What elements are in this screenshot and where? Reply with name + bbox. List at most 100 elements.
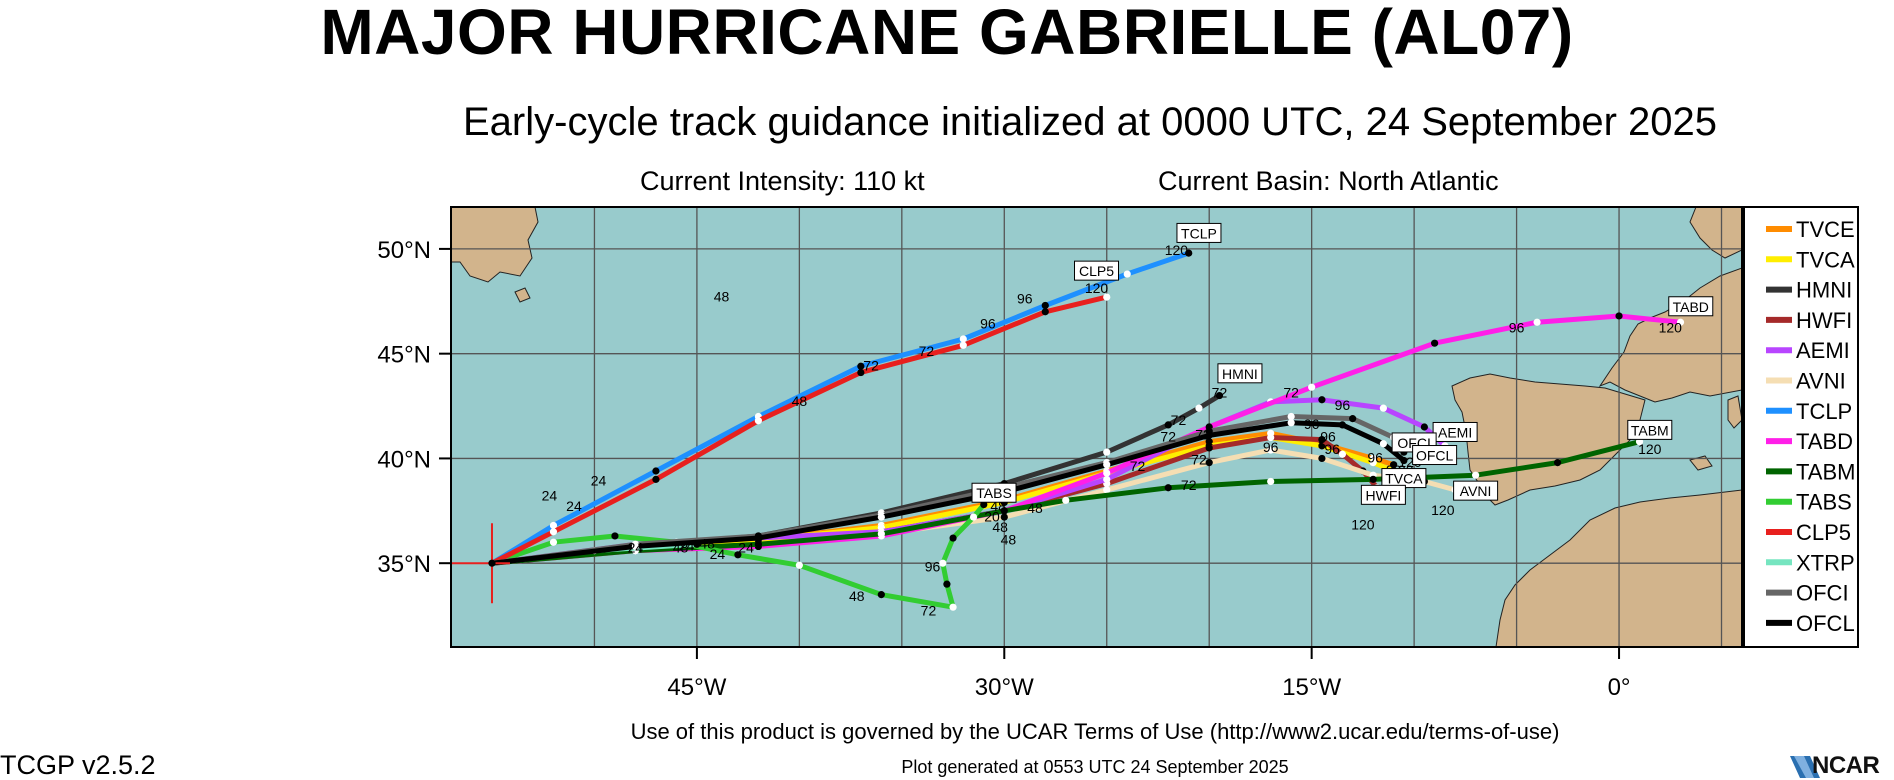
track-point [754, 540, 762, 548]
track-point [652, 475, 660, 483]
ncar-logo-icon [1790, 756, 1820, 778]
track-point [1185, 249, 1193, 257]
page-title: MAJOR HURRICANE GABRIELLE (AL07) [320, 0, 1574, 68]
track-point [877, 530, 885, 538]
track-point [1103, 293, 1111, 301]
hour-label: 24 [542, 487, 558, 503]
hour-label: 120 [1165, 242, 1189, 258]
track-point [754, 417, 762, 425]
version-label: TCGP v2.5.2 [0, 750, 156, 780]
map-frame [450, 206, 1743, 648]
model-tag-box [1176, 222, 1222, 243]
model-tag-label: AEMI [1438, 424, 1472, 440]
hour-label: 24 [710, 546, 726, 562]
legend-entry-tabs: TABS [1796, 490, 1852, 515]
track-point [549, 521, 558, 530]
track-point [1379, 440, 1387, 448]
track-point [1267, 477, 1275, 486]
legend-entry-clp5: CLP5 [1796, 520, 1851, 545]
track-point [1267, 446, 1275, 454]
model-tag-label: AVNI [1460, 483, 1492, 499]
track-point [949, 534, 957, 542]
hour-label: 24 [738, 540, 754, 556]
model-tag-box [971, 482, 1017, 503]
hour-label: 72 [1171, 412, 1187, 428]
legend-entry-tabm: TABM [1796, 459, 1855, 484]
model-tag-box [1217, 363, 1263, 384]
hour-label: 48 [1001, 531, 1017, 547]
model-tag-box [1432, 421, 1478, 442]
track-point [1287, 412, 1295, 421]
storm-position-marker [451, 523, 510, 604]
legend-entry-tvca: TVCA [1796, 247, 1855, 272]
track-point [1318, 435, 1326, 444]
track-point [652, 467, 660, 475]
model-tag-label: OFCL [1416, 448, 1454, 464]
legend-entry-hwfi: HWFI [1796, 308, 1852, 333]
axis-ticks: 50°N 45°N 40°N 35°N 45°W 30°W 15°W 0° [377, 237, 1630, 701]
lat-tick-label: 50°N [377, 237, 431, 264]
track-point [795, 561, 803, 569]
track-point [1164, 421, 1172, 429]
hour-label: 96 [1263, 439, 1279, 455]
current-basin: Current Basin: North Atlantic [1158, 166, 1499, 196]
track-point [939, 559, 947, 567]
lat-tick-label: 40°N [377, 446, 431, 473]
hour-label: 72 [1191, 452, 1207, 468]
track-point [1308, 383, 1316, 391]
hour-label: 120 [1085, 280, 1109, 296]
model-tag-box [1668, 296, 1714, 317]
track-point [611, 532, 619, 540]
lon-tick-label: 15°W [1282, 674, 1341, 701]
track-point [1123, 270, 1131, 278]
hour-label: 24 [679, 538, 695, 554]
track-point [1205, 459, 1213, 467]
hour-label: 24 [628, 540, 644, 556]
track-point [1318, 454, 1326, 463]
hour-label: 120 [1638, 441, 1662, 457]
model-tag-box [1074, 260, 1119, 281]
legend: TVCE TVCA HMNI HWFI AEMI AVNI TCLP TABD TABM TABS… [1743, 206, 1859, 648]
track-point [1205, 444, 1213, 452]
track-point [754, 534, 762, 542]
track-point [1287, 419, 1295, 427]
model-tag-label: TABD [1673, 299, 1709, 315]
model-tag-label: HWFI [1366, 487, 1402, 503]
track-point [734, 551, 742, 559]
track-point [549, 528, 558, 536]
hour-label: 72 [1160, 429, 1176, 445]
hour-label: 72 [1181, 477, 1197, 493]
track-point [1041, 308, 1049, 316]
land-island-small [514, 287, 531, 303]
hour-label: 48 [992, 519, 1008, 535]
track-point [857, 362, 865, 370]
hour-label: 24 [591, 473, 607, 489]
track-point [1215, 391, 1224, 400]
track-point [1318, 396, 1326, 404]
hour-label: 120 [1431, 502, 1455, 518]
lon-tick-label: 45°W [667, 674, 726, 701]
track-point [1000, 513, 1008, 521]
track-point [1195, 404, 1203, 412]
track-point [1103, 469, 1111, 477]
track-point [1318, 442, 1326, 450]
track-point [1553, 459, 1562, 467]
hour-label: 96 [1017, 290, 1033, 306]
track-point [1431, 339, 1439, 347]
hour-label: 48 [1027, 500, 1043, 516]
hour-label: 96 [925, 559, 941, 575]
track-point [1379, 404, 1387, 412]
hour-label: 48 [673, 540, 689, 556]
track-point [1103, 475, 1111, 483]
track-point [1533, 318, 1541, 326]
track-point [949, 603, 957, 611]
track-point [959, 335, 967, 343]
land-ireland [1689, 207, 1742, 259]
lat-lon-grid [451, 207, 1742, 647]
lon-tick-label: 0° [1608, 674, 1631, 701]
model-tag-box [1453, 480, 1499, 501]
track-point [1349, 415, 1357, 423]
track-clp5 [489, 294, 1110, 566]
track-point [1041, 301, 1049, 310]
legend-entry-aemi: AEMI [1796, 338, 1850, 363]
